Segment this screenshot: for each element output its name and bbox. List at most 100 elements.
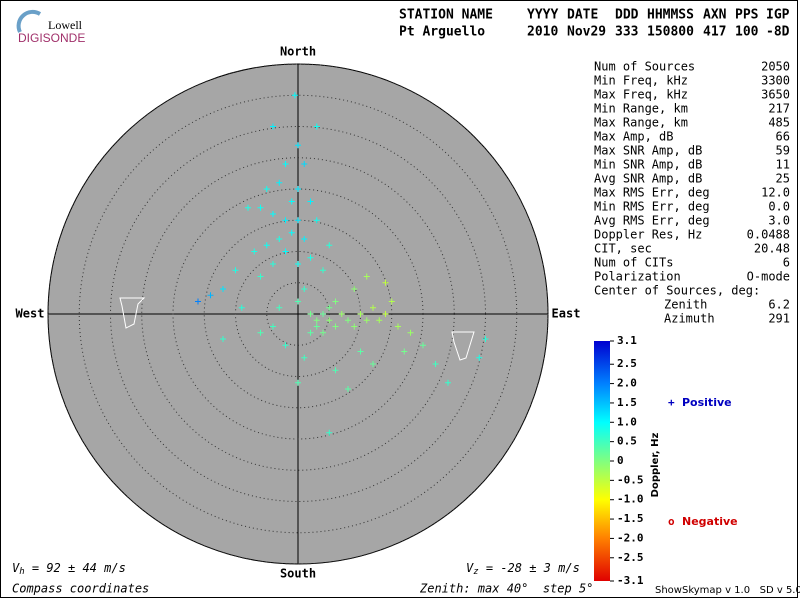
- colorbar-tick-label: -2.0: [617, 531, 644, 544]
- source-point: [326, 317, 333, 324]
- colorbar-tick-label: 3.1: [617, 334, 637, 347]
- coords: Compass coordinates: [12, 582, 149, 596]
- stat-label: Polarization: [594, 270, 681, 284]
- source-point: [288, 229, 295, 236]
- center-title: Center of Sources, deg:: [594, 284, 760, 298]
- source-point: [245, 204, 251, 211]
- source-point: [301, 236, 308, 242]
- source-point: [345, 386, 351, 392]
- header-column: IGP: [766, 8, 790, 23]
- source-point: [307, 329, 314, 336]
- logo-swoosh: [16, 9, 42, 33]
- drift-arrow: [119, 297, 146, 329]
- header-value: 417: [703, 25, 726, 40]
- colorbar-tick-label: 1.5: [617, 396, 637, 409]
- header-column: AXN: [703, 8, 727, 23]
- vh-sub: h: [19, 567, 24, 577]
- source-point: [476, 354, 483, 361]
- source-point: [376, 317, 383, 324]
- dir-north: North: [280, 45, 316, 59]
- source-point: [345, 317, 351, 324]
- source-point: [251, 248, 258, 255]
- vz-symbol: V: [466, 561, 474, 575]
- colorbar-tick-label: -2.5: [617, 551, 644, 564]
- stat-value: 66: [776, 130, 790, 144]
- dir-south: South: [280, 567, 316, 581]
- source-point: [320, 267, 326, 274]
- colorbar-label: Doppler, Hz: [650, 433, 661, 498]
- zenith-ring: [203, 219, 393, 409]
- stat-value: 3.0: [768, 214, 790, 228]
- stat-label: Avg RMS Err, deg: [594, 214, 710, 228]
- dir-west: West: [16, 307, 45, 321]
- vz-sub: z: [473, 567, 478, 577]
- stat-value: 11: [776, 158, 790, 172]
- stat-value: 0.0: [768, 200, 790, 214]
- vh-symbol: V: [12, 561, 20, 575]
- source-point: [195, 298, 201, 305]
- logo-top: Lowell: [48, 18, 83, 32]
- header-value: 100: [735, 25, 759, 40]
- source-point: [313, 123, 320, 130]
- source-point: [270, 123, 276, 130]
- zenith-ring: [47, 63, 549, 565]
- source-point: [295, 142, 301, 149]
- source-point: [307, 198, 314, 205]
- stat-value: 20.48: [754, 242, 790, 256]
- source-point: [276, 179, 283, 186]
- source-point: [270, 323, 276, 330]
- source-point: [326, 304, 333, 311]
- source-point: [257, 273, 264, 280]
- header-value: 333: [615, 25, 638, 40]
- header-column: PPS: [735, 8, 759, 23]
- stat-value: 217: [768, 102, 790, 116]
- logo: Lowell DIGISONDE: [16, 9, 85, 45]
- version: ShowSkymap v 1.0 SD v 5.0: [655, 585, 800, 596]
- logo-bottom: DIGISONDE: [18, 31, 85, 45]
- stat-label: Min Freq, kHz: [594, 74, 688, 88]
- header-column: DDD: [615, 8, 639, 23]
- colorbar-tick-label: -0.5: [617, 473, 644, 486]
- source-point: [313, 317, 320, 324]
- source-point: [307, 254, 314, 261]
- colorbar-tick-label: 2.5: [617, 357, 637, 370]
- drift-arrow: [451, 331, 475, 361]
- source-point: [313, 217, 320, 224]
- source-point: [295, 298, 301, 305]
- vz-text: = -28 ± 3 m/s: [479, 561, 580, 575]
- source-point: [307, 311, 314, 317]
- source-point: [320, 329, 326, 336]
- stat-label: Min RMS Err, deg: [594, 200, 710, 214]
- stat-value: 25: [776, 172, 790, 186]
- source-point: [270, 261, 276, 267]
- center-value: 6.2: [768, 298, 790, 312]
- stat-label: CIT, sec: [594, 242, 652, 256]
- source-point: [238, 304, 245, 311]
- source-point: [357, 311, 364, 317]
- header-column: YYYY: [527, 8, 558, 23]
- source-point: [382, 279, 389, 286]
- source-point: [270, 211, 276, 217]
- vh-text: = 92 ± 44 m/s: [25, 561, 126, 575]
- source-point: [301, 354, 308, 361]
- stat-label: Num of CITs: [594, 256, 673, 270]
- zenith-ring: [266, 282, 330, 346]
- stat-value: 485: [768, 116, 790, 130]
- colorbar-tick-label: -1.0: [617, 493, 644, 506]
- source-point: [301, 161, 308, 167]
- source-point: [326, 242, 333, 249]
- legend-symbol: +: [668, 396, 675, 409]
- center-label: Azimuth: [664, 312, 715, 326]
- header-value: -8D: [766, 25, 790, 40]
- vz: Vz = -28 ± 3 m/s: [466, 561, 580, 577]
- source-point: [263, 242, 270, 249]
- source-point: [257, 204, 264, 211]
- source-point: [351, 286, 358, 292]
- header-column: DATE: [567, 8, 598, 23]
- source-point: [363, 273, 370, 280]
- source-point: [220, 336, 226, 342]
- colorbar-tick-label: 1.0: [617, 415, 637, 428]
- source-point: [332, 298, 339, 305]
- legend-name: Positive: [682, 396, 732, 409]
- source-point: [295, 186, 301, 192]
